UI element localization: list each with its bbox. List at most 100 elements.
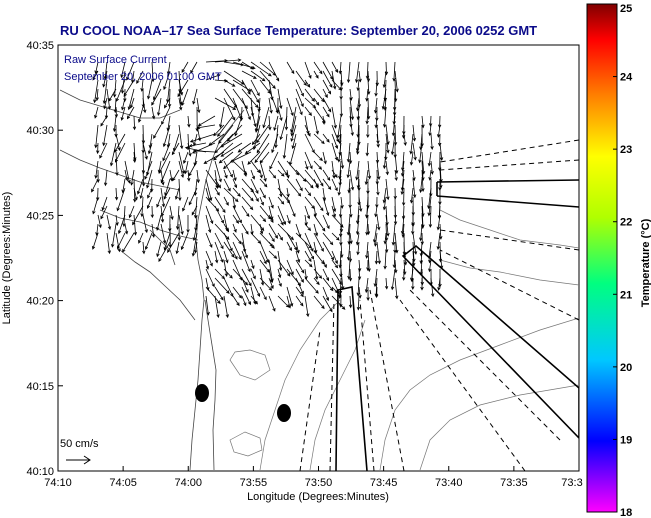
current-vector	[259, 196, 264, 206]
current-vector	[410, 268, 414, 282]
current-vector	[120, 70, 126, 94]
current-vector	[374, 79, 378, 97]
current-vector	[322, 115, 326, 125]
current-vector	[409, 151, 414, 166]
current-vector	[331, 106, 337, 129]
current-vector	[356, 277, 360, 297]
current-vector	[103, 97, 108, 110]
current-vector	[286, 214, 291, 225]
current-vector	[346, 160, 351, 179]
current-vector	[191, 232, 198, 257]
current-vector	[94, 61, 99, 75]
current-vector	[163, 187, 171, 200]
current-vector	[94, 160, 99, 179]
radar-range-lines	[299, 139, 579, 471]
current-vector	[286, 286, 294, 307]
current-vector	[196, 124, 216, 130]
current-vector	[277, 196, 285, 205]
current-vector	[304, 160, 309, 170]
current-vector	[118, 214, 126, 235]
current-vector	[412, 178, 417, 199]
current-vector	[92, 196, 99, 215]
current-vector	[115, 151, 119, 176]
current-vector	[153, 124, 162, 139]
current-vector	[108, 88, 117, 102]
current-vector	[322, 241, 334, 261]
current-vector	[177, 223, 181, 241]
current-vector	[223, 178, 231, 192]
current-vector	[99, 142, 108, 159]
current-vector	[385, 178, 390, 201]
current-vector	[250, 169, 256, 180]
current-vector	[373, 232, 378, 247]
current-vector	[106, 88, 112, 110]
current-vector	[356, 241, 360, 256]
current-vector	[290, 115, 297, 137]
current-vector	[113, 79, 117, 98]
current-vector	[196, 169, 200, 184]
current-vector	[92, 70, 99, 81]
current-vector	[223, 268, 233, 279]
current-vector	[112, 115, 117, 133]
current-vector	[313, 97, 320, 106]
current-vector	[304, 124, 311, 137]
current-vector	[304, 250, 312, 263]
current-vector	[349, 115, 354, 137]
current-vector	[322, 268, 329, 282]
current-vector	[356, 295, 361, 311]
current-vector	[322, 151, 327, 165]
scale-arrow	[66, 455, 91, 465]
current-vector	[223, 259, 228, 277]
current-vector	[192, 223, 198, 242]
current-vector	[187, 115, 191, 128]
current-vector	[313, 160, 323, 170]
x-tick-label: 73:45	[370, 477, 398, 489]
current-vector	[358, 196, 363, 213]
current-vector	[322, 286, 329, 302]
x-tick-label: 73:50	[305, 477, 333, 489]
current-vector	[277, 277, 282, 288]
current-vector	[255, 115, 261, 132]
current-vector	[254, 142, 270, 164]
current-vector	[295, 268, 304, 283]
current-vector	[390, 133, 396, 156]
current-vector	[214, 205, 224, 224]
current-vector	[116, 187, 126, 212]
current-vector	[96, 142, 100, 155]
current-vector	[241, 250, 251, 273]
current-vector	[205, 205, 214, 225]
current-vector	[205, 74, 221, 81]
current-vector	[355, 232, 360, 246]
current-vector	[190, 61, 198, 74]
current-vector	[250, 214, 265, 231]
current-vector	[439, 223, 443, 240]
current-vector	[106, 214, 112, 231]
bathymetry-contours	[229, 209, 579, 471]
current-vector	[339, 97, 344, 118]
current-vector	[409, 187, 414, 204]
current-vector	[250, 70, 266, 82]
current-vector	[384, 241, 389, 253]
x-axis-ticks: 74:10 74:05 74:00 73:55 73:50 73:45 73:40 73:35…	[44, 466, 583, 489]
current-vector	[132, 151, 137, 163]
current-vector	[322, 133, 330, 143]
current-vector	[169, 169, 174, 182]
current-vector	[161, 196, 171, 217]
current-vector	[295, 241, 300, 254]
current-vector	[384, 277, 389, 290]
current-vector	[232, 79, 252, 92]
current-vector	[128, 205, 135, 219]
current-vector	[144, 160, 153, 180]
current-vector	[259, 250, 267, 265]
current-vector	[338, 205, 343, 218]
current-vector	[313, 178, 319, 189]
current-vector	[205, 232, 213, 249]
current-vector	[436, 214, 441, 231]
current-vector	[95, 88, 99, 102]
annotation-timestamp: September 20, 2006 01:00 GMT	[64, 71, 222, 83]
current-vector	[102, 124, 108, 147]
current-vector	[385, 133, 390, 154]
current-vector	[313, 223, 319, 237]
current-vector	[205, 214, 212, 234]
